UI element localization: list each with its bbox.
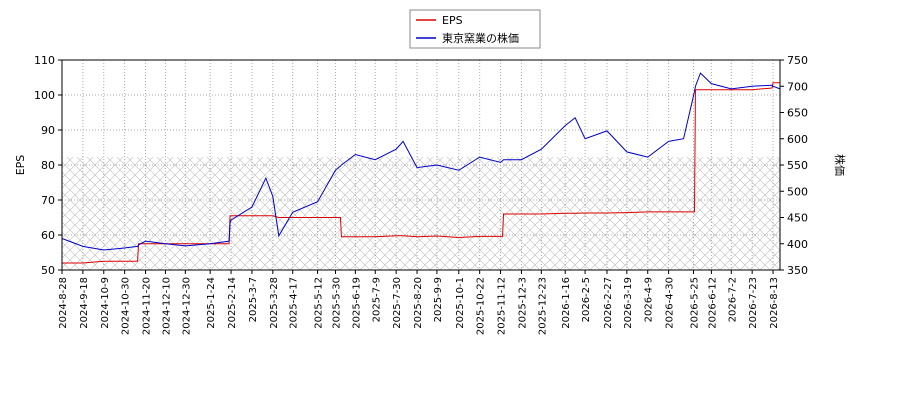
x-tick-label: 2026-7-23 <box>748 277 759 329</box>
x-tick-label: 2024-10-9 <box>100 277 111 329</box>
x-tick-label: 2025-3-28 <box>269 277 280 329</box>
x-tick-label: 2025-5-30 <box>331 277 342 329</box>
y2-tick-label: 350 <box>787 264 808 277</box>
legend <box>409 9 541 49</box>
y2-axis-label: 株価 <box>833 154 847 176</box>
x-tick-label: 2025-1-24 <box>206 277 217 329</box>
x-tick-label: 2024-8-28 <box>58 277 69 329</box>
y2-tick-label: 400 <box>787 238 808 251</box>
x-tick-label: 2026-7-2 <box>727 277 738 322</box>
x-tick-label: 2025-10-1 <box>455 277 466 329</box>
x-tick-label: 2026-3-19 <box>623 277 634 329</box>
x-tick-label: 2025-11-12 <box>497 277 508 335</box>
x-tick-label: 2026-5-25 <box>689 277 700 329</box>
data-line <box>62 82 780 264</box>
y-tick-label: 70 <box>41 194 55 207</box>
x-tick-label: 2024-12-10 <box>161 277 172 335</box>
y2-tick-label: 550 <box>787 159 808 172</box>
y-tick-label: 90 <box>41 124 55 137</box>
x-tick-label: 2025-5-12 <box>314 277 325 329</box>
y2-tick-label: 450 <box>787 212 808 225</box>
x-tick-label: 2026-2-27 <box>603 277 614 329</box>
x-tick-label: 2025-8-20 <box>413 277 424 329</box>
y2-tick-label: 650 <box>787 107 808 120</box>
x-tick-label: 2024-10-30 <box>121 277 132 335</box>
x-tick-label: 2025-2-14 <box>227 277 238 329</box>
x-tick-label: 2026-4-9 <box>644 277 655 322</box>
y-tick-label: 110 <box>34 54 55 67</box>
x-tick-label: 2025-4-17 <box>289 277 300 329</box>
data-line <box>61 72 781 251</box>
legend-label: 東京窯業の株価 <box>442 31 519 45</box>
y-tick-label: 60 <box>41 229 55 242</box>
x-tick-label: 2026-2-5 <box>581 277 592 322</box>
hatched-region <box>62 157 780 270</box>
y-tick-label: 80 <box>41 159 55 172</box>
y2-tick-label: 750 <box>787 54 808 67</box>
x-tick-label: 2025-7-30 <box>392 277 403 329</box>
x-tick-label: 2024-9-18 <box>79 277 90 329</box>
x-tick-label: 2024-11-20 <box>142 277 153 335</box>
y2-tick-label: 500 <box>787 185 808 198</box>
x-tick-label: 2025-12-3 <box>517 277 528 329</box>
x-tick-label: 2026-8-13 <box>769 277 780 329</box>
y-tick-label: 50 <box>41 264 55 277</box>
x-tick-label: 2025-6-19 <box>351 277 362 329</box>
y2-tick-label: 700 <box>787 80 808 93</box>
x-tick-label: 2026-6-12 <box>707 277 718 329</box>
x-tick-label: 2025-3-7 <box>248 277 259 322</box>
y2-tick-label: 600 <box>787 133 808 146</box>
x-tick-label: 2026-1-16 <box>561 277 572 329</box>
x-tick-label: 2025-12-23 <box>537 277 548 335</box>
legend-label: EPS <box>442 14 463 27</box>
x-tick-label: 2025-9-9 <box>433 277 444 322</box>
x-tick-label: 2026-4-30 <box>665 277 676 329</box>
x-tick-label: 2025-7-9 <box>371 277 382 322</box>
y-tick-label: 100 <box>34 89 55 102</box>
x-tick-label: 2024-12-30 <box>181 277 192 335</box>
x-tick-label: 2025-10-22 <box>476 277 487 335</box>
y-axis-label: EPS <box>14 155 27 176</box>
